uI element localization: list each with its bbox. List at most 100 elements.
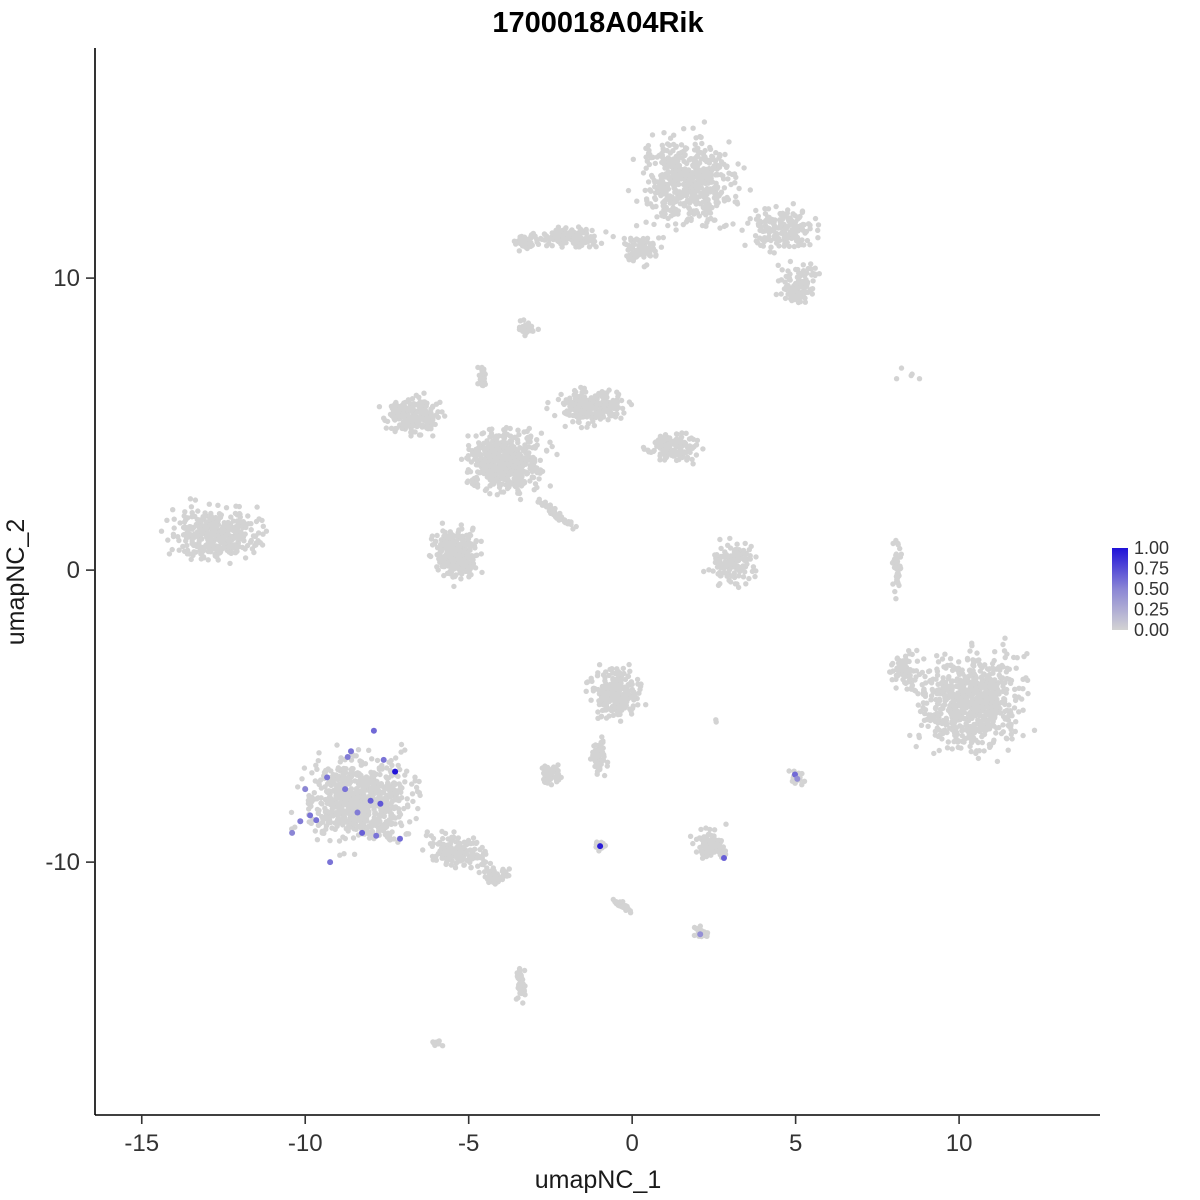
cell-point [428,426,434,432]
cell-point [251,549,257,556]
cell-point [698,149,704,156]
cell-point [699,168,705,174]
cell-point [534,239,540,245]
cell-point [530,454,536,461]
cell-point [313,762,319,768]
cell-point [499,458,505,464]
cell-point [928,680,935,686]
cell-point [473,539,479,545]
cell-point [660,146,666,152]
cell-point [925,668,932,675]
cell-point [437,399,443,405]
cell-point [465,433,471,439]
cell-point [649,132,656,138]
cell-point [619,707,625,713]
cell-point [726,139,732,145]
cell-point [526,327,532,334]
cell-point [417,399,423,405]
cell-point [521,324,527,330]
cell-point [1007,708,1013,714]
cell-point [693,452,700,458]
cell-point [476,440,482,446]
cell-point [765,206,772,212]
cell-point [396,814,402,820]
cell-point [439,520,446,526]
cell-point [797,213,803,220]
cell-point [420,847,426,853]
cell-point [606,698,613,705]
cell-point [790,288,796,295]
cell-point [423,417,429,423]
cell-point [554,451,560,458]
cell-point [325,800,331,806]
cell-point [998,730,1005,737]
cell-point [511,238,518,244]
cell-point [517,318,524,324]
cell-point [376,404,383,410]
cell-point [682,145,689,151]
cell-point [932,717,938,723]
cell-point [260,523,266,529]
cell-point [729,171,735,178]
cell-point [690,436,697,443]
cell-point [723,222,729,228]
cell-point [665,195,672,202]
cell-point [568,399,575,405]
cell-point [716,164,723,170]
cell-point [382,417,388,424]
cell-point [686,436,693,442]
cell-point [164,517,170,523]
cell-point [967,743,973,750]
cell-point [753,238,759,244]
cell-point [443,534,450,540]
cell-point [914,647,920,654]
cell-point [528,323,535,329]
cell-point [512,458,518,464]
cell-point [584,237,590,243]
cell-point [915,702,921,708]
cell-point [673,443,679,450]
cell-point [416,432,423,438]
cell-point [955,690,961,696]
cell-point [413,392,419,398]
cell-point [894,570,901,577]
cell-point [800,268,807,274]
cell-point [573,523,579,530]
cell-point [380,789,387,795]
cell-point [689,456,695,463]
cell-point [393,755,399,761]
cell-point [907,676,913,682]
cell-point [701,119,708,125]
cell-point [773,291,779,298]
cell-point [606,387,612,393]
cell-point [703,223,709,229]
cell-point [610,397,616,404]
cell-point [699,140,705,147]
cell-point [496,453,503,459]
cell-point [1005,747,1011,753]
cell-point [805,221,812,227]
cell-point [653,203,659,210]
cell-point [234,548,240,555]
cell-point [398,741,405,748]
cell-point [957,680,963,686]
cell-point [171,516,177,522]
cell-point [498,466,505,473]
cell-point [1002,708,1008,715]
cell-point [527,439,533,445]
cell-point [630,156,636,162]
cell-point [794,235,801,242]
cell-point [415,805,421,812]
cell-point [643,196,650,202]
cell-point [448,569,455,575]
cell-point [681,126,687,132]
cell-point [1003,735,1010,741]
cell-point [894,673,901,679]
cell-point [355,747,362,753]
cell-point [314,837,321,843]
cell-point [528,462,534,469]
cell-point [564,399,570,405]
cell-point [478,551,484,557]
cell-point [966,667,973,674]
cell-point [407,819,413,825]
